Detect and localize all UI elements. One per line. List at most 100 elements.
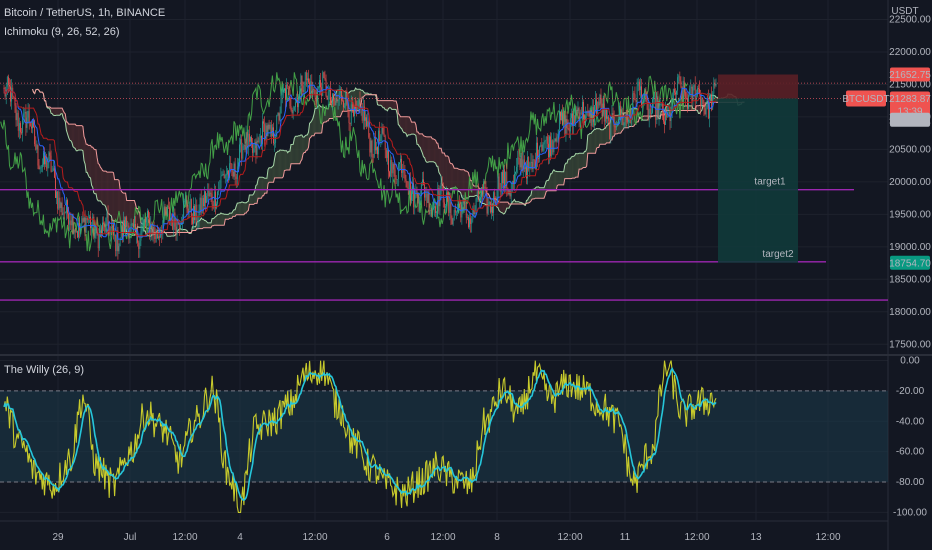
candle-body xyxy=(528,157,530,170)
candle-body xyxy=(116,230,118,252)
cloud-segment xyxy=(272,165,274,183)
cloud-segment xyxy=(593,129,595,154)
cloud-segment xyxy=(58,108,60,116)
cloud-segment xyxy=(305,135,307,153)
candle-body xyxy=(142,221,144,226)
ichimoku-legend[interactable]: Ichimoku (9, 26, 52, 26) xyxy=(4,26,120,38)
candle-body xyxy=(481,187,482,198)
cloud-segment xyxy=(570,156,572,179)
candle-body xyxy=(190,199,192,217)
candle-body xyxy=(540,144,542,147)
candle-body xyxy=(497,176,499,198)
cloud-segment xyxy=(449,162,451,190)
cloud-segment xyxy=(385,100,387,110)
cloud-segment xyxy=(218,214,220,226)
candle-body xyxy=(607,116,608,119)
cloud-segment xyxy=(295,136,297,164)
candle-body xyxy=(549,136,550,158)
candle-body xyxy=(566,118,568,128)
candle-body xyxy=(543,142,545,145)
time-axis-tick: 12:00 xyxy=(302,532,327,543)
cloud-segment xyxy=(114,179,116,222)
candle-body xyxy=(9,84,10,87)
cloud-segment xyxy=(380,100,382,107)
cloud-segment xyxy=(503,202,505,215)
cloud-segment xyxy=(568,159,570,179)
candle-body xyxy=(282,90,284,93)
time-axis-tick: 13 xyxy=(750,532,762,543)
candle-body xyxy=(426,193,428,203)
cloud-segment xyxy=(202,219,204,229)
candle-body xyxy=(151,224,153,236)
cloud-segment xyxy=(208,222,210,228)
cloud-segment xyxy=(243,202,245,215)
candle-body xyxy=(273,127,274,144)
candle-body xyxy=(603,103,605,122)
candle-body xyxy=(333,93,335,101)
price-tag-entry-bg xyxy=(890,112,930,127)
candle-body xyxy=(193,206,194,224)
candle-body xyxy=(192,216,193,224)
cloud-segment xyxy=(585,148,587,168)
cloud-segment xyxy=(257,179,259,204)
candle-body xyxy=(487,203,489,214)
candle-body xyxy=(684,91,686,99)
candle-body xyxy=(213,191,215,208)
candle-body xyxy=(521,155,523,172)
candle-body xyxy=(494,192,496,203)
candle-body xyxy=(389,171,390,177)
candle-body xyxy=(546,136,548,144)
cloud-segment xyxy=(425,136,427,163)
candle-body xyxy=(365,117,366,121)
candle-body xyxy=(514,173,515,185)
candle-body xyxy=(562,112,564,125)
candle-body xyxy=(571,113,572,119)
candle-body xyxy=(187,208,189,213)
candle-body xyxy=(141,225,143,232)
candle-body xyxy=(632,93,634,115)
candle-body xyxy=(156,230,158,239)
candle-body xyxy=(258,137,260,143)
candle-body xyxy=(660,103,662,105)
cloud-segment xyxy=(219,212,221,226)
candle-body xyxy=(374,136,376,151)
candle-body xyxy=(350,104,352,124)
candle-body xyxy=(230,163,232,165)
cloud-segment xyxy=(203,219,205,228)
cloud-segment xyxy=(378,100,380,106)
cloud-segment xyxy=(264,178,266,194)
candle-body xyxy=(133,223,135,227)
cloud-segment xyxy=(421,133,423,154)
candle-body xyxy=(382,127,384,134)
cloud-segment xyxy=(329,104,331,119)
cloud-segment xyxy=(470,180,472,197)
cloud-segment xyxy=(304,135,306,153)
willy-line xyxy=(3,360,717,513)
cloud-segment xyxy=(547,180,549,191)
candle-body xyxy=(667,114,669,118)
candle-body xyxy=(361,106,363,121)
willy-legend[interactable]: The Willy (26, 9) xyxy=(4,364,85,376)
take-profit-zone xyxy=(718,98,798,263)
candle-body xyxy=(184,200,186,202)
candle-body xyxy=(18,123,20,131)
candle-body xyxy=(261,135,262,145)
cloud-segment xyxy=(96,149,98,200)
candle-body xyxy=(496,197,498,204)
cloud-segment xyxy=(534,188,536,199)
candle-body xyxy=(391,159,393,174)
cloud-segment xyxy=(402,116,404,133)
cloud-segment xyxy=(267,167,270,184)
cloud-segment xyxy=(215,215,217,226)
cloud-segment xyxy=(500,202,502,213)
cloud-segment xyxy=(698,105,700,114)
cloud-segment xyxy=(716,97,718,103)
candle-body xyxy=(52,168,54,171)
cloud-segment xyxy=(560,171,562,185)
time-axis-tick: 12:00 xyxy=(557,532,582,543)
candle-body xyxy=(441,182,443,187)
cloud-segment xyxy=(604,128,606,145)
candle-body xyxy=(606,109,607,119)
candle-body xyxy=(97,233,99,249)
